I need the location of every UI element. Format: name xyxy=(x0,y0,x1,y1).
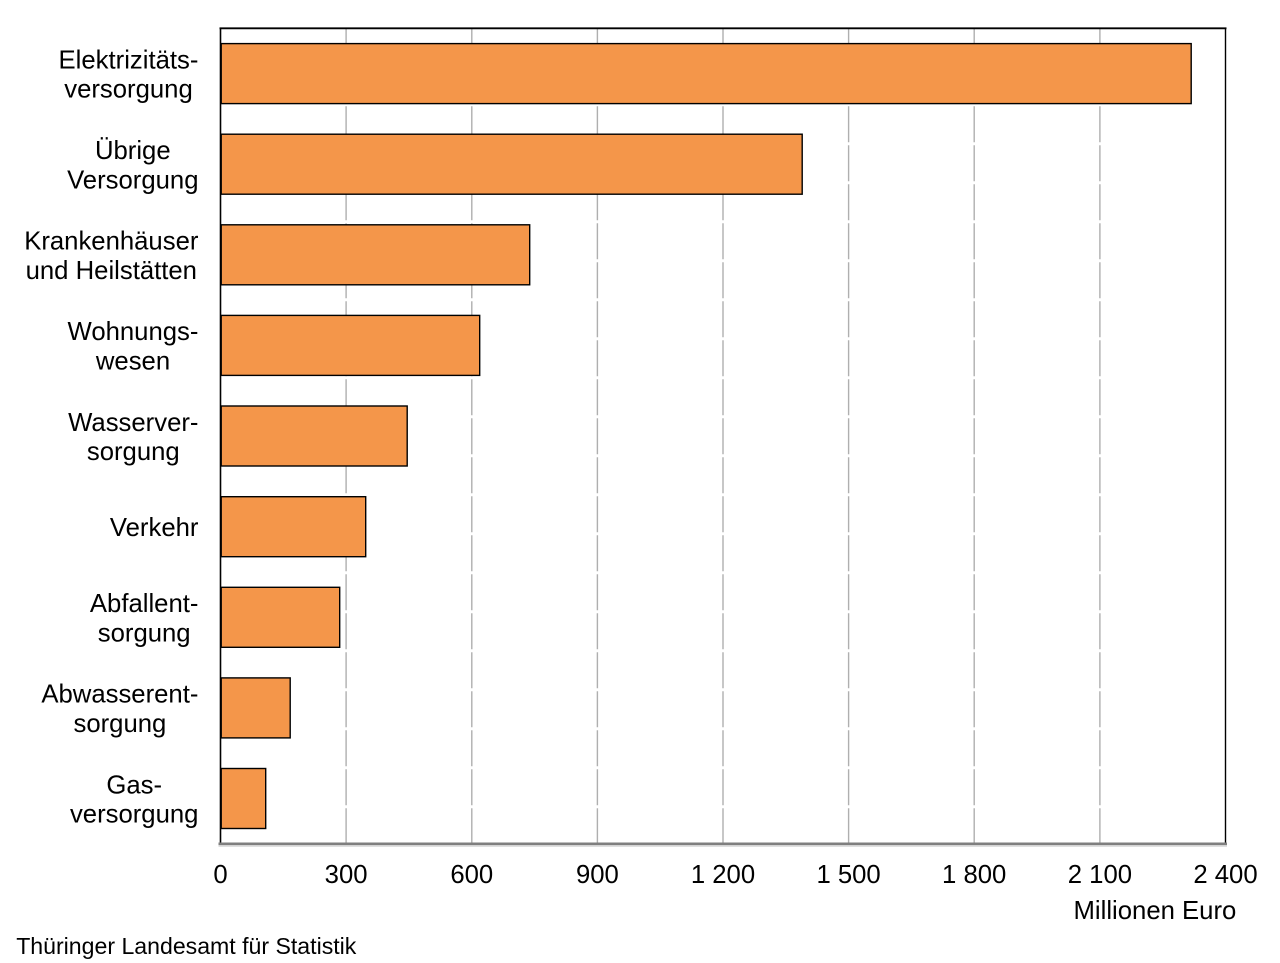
svg-text:und Heilstätten: und Heilstätten xyxy=(26,257,197,285)
svg-text:2 100: 2 100 xyxy=(1068,861,1132,889)
svg-text:1 200: 1 200 xyxy=(691,861,755,889)
svg-text:Millionen Euro: Millionen Euro xyxy=(1074,897,1237,925)
svg-text:Verkehr: Verkehr xyxy=(110,514,199,542)
svg-text:Gas-: Gas- xyxy=(106,771,162,799)
svg-text:Versorgung: Versorgung xyxy=(67,166,198,194)
svg-text:600: 600 xyxy=(450,861,493,889)
svg-text:Wohnungs-: Wohnungs- xyxy=(68,318,199,346)
svg-text:versorgung: versorgung xyxy=(70,801,199,829)
svg-text:Übrige: Übrige xyxy=(95,137,171,165)
svg-text:Elektrizitäts-: Elektrizitäts- xyxy=(59,46,199,74)
svg-text:wesen: wesen xyxy=(95,348,170,376)
svg-text:900: 900 xyxy=(576,861,619,889)
svg-text:sorgung: sorgung xyxy=(98,619,191,647)
svg-text:Thüringer Landesamt für Statis: Thüringer Landesamt für Statistik xyxy=(16,933,357,959)
svg-text:sorgung: sorgung xyxy=(87,438,180,466)
svg-text:2 400: 2 400 xyxy=(1193,861,1257,889)
svg-text:Abfallent-: Abfallent- xyxy=(90,590,199,618)
svg-text:Abwasserent-: Abwasserent- xyxy=(41,681,198,709)
svg-text:0: 0 xyxy=(213,861,227,889)
svg-text:Wasserver-: Wasserver- xyxy=(68,409,198,437)
svg-text:versorgung: versorgung xyxy=(64,76,193,104)
svg-text:300: 300 xyxy=(325,861,368,889)
svg-text:1 500: 1 500 xyxy=(816,861,880,889)
svg-text:sorgung: sorgung xyxy=(73,710,166,738)
svg-text:1 800: 1 800 xyxy=(942,861,1006,889)
svg-text:Krankenhäuser: Krankenhäuser xyxy=(24,228,199,256)
